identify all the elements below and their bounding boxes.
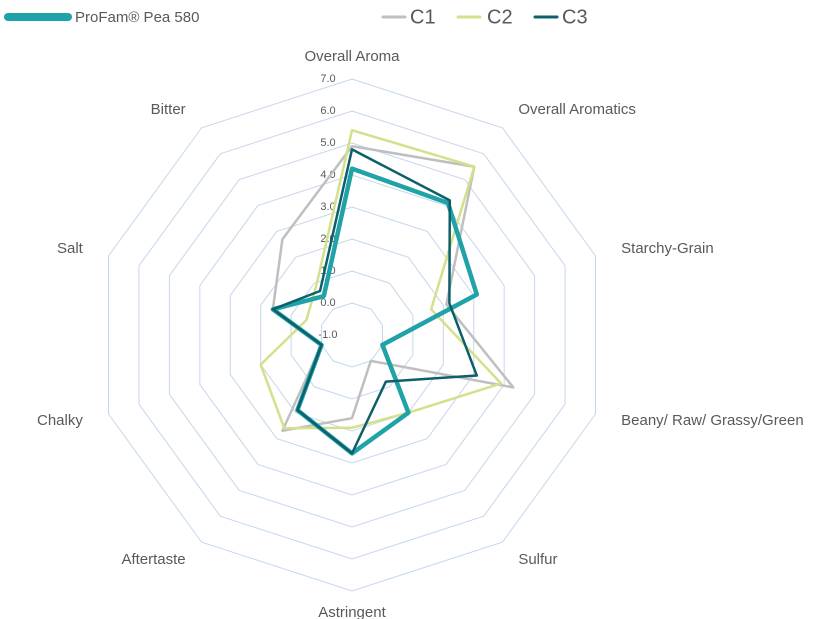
category-label: Beany/ Raw/ Grassy/Green [621,412,804,429]
legend-label: C3 [562,6,588,28]
series-line [271,148,479,455]
grid-ring [260,238,444,432]
category-label: Chalky [37,412,83,429]
grid-ring [321,302,383,368]
grid-ring [199,174,505,496]
grid-ring [229,206,475,464]
category-label: Astringent [318,604,386,619]
series-line [271,144,515,433]
category-label: Sulfur [518,551,557,568]
grid-ring [108,78,596,592]
grid-ring [168,142,536,528]
category-label: Salt [57,240,84,257]
tick-label: 6.0 [320,105,335,117]
tick-label: 5.0 [320,137,335,149]
tick-label: -1.0 [319,329,338,341]
legend-label: C2 [487,6,513,28]
category-label: Starchy-Grain [621,240,714,257]
tick-label: 7.0 [320,73,335,85]
category-label: Overall Aromatics [518,101,636,118]
tick-label: 3.0 [320,201,335,213]
series-line [259,128,503,430]
category-label: Bitter [151,101,186,118]
legend-label: C1 [410,6,436,28]
legend-label: ProFam® Pea 580 [75,9,199,26]
tick-label: 0.0 [320,297,335,309]
category-label: Overall Aroma [304,48,400,65]
grid-ring [138,110,566,560]
category-label: Aftertaste [121,551,185,568]
